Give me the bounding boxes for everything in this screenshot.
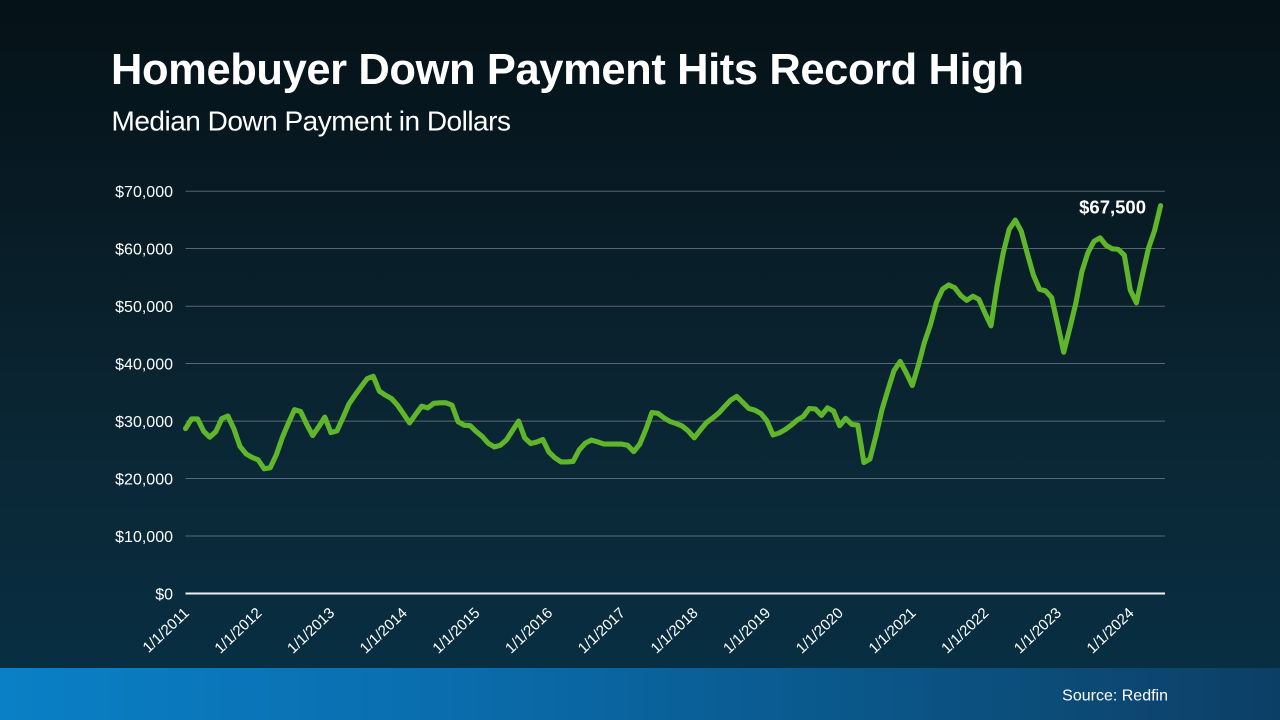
svg-text:$67,500: $67,500 [1079,197,1146,218]
svg-text:$10,000: $10,000 [115,529,173,546]
svg-text:Source: Redfin: Source: Redfin [1062,688,1168,705]
svg-text:$60,000: $60,000 [115,242,173,259]
svg-text:$40,000: $40,000 [115,357,173,374]
svg-text:Homebuyer Down Payment Hits Re: Homebuyer Down Payment Hits Record High [111,46,1024,94]
svg-text:$50,000: $50,000 [115,299,173,316]
svg-text:$20,000: $20,000 [115,471,173,488]
svg-text:$70,000: $70,000 [115,184,173,201]
svg-text:$0: $0 [155,586,173,603]
svg-text:$30,000: $30,000 [115,414,173,431]
svg-text:Median Down Payment in Dollars: Median Down Payment in Dollars [112,106,511,137]
